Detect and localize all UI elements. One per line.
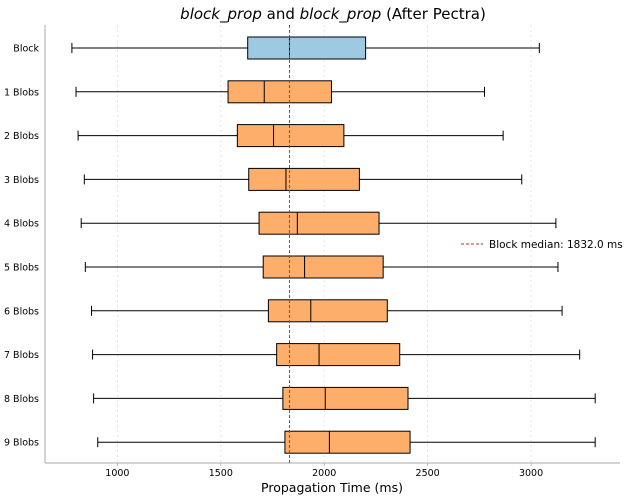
- chart-title: block_prop and block_prop (After Pectra): [180, 5, 486, 24]
- box-block: [71, 36, 540, 60]
- iqr-box: [248, 167, 360, 191]
- iqr-box: [227, 80, 332, 104]
- iqr-box: [236, 124, 345, 148]
- iqr-box: [262, 255, 384, 279]
- legend-label: Block median: 1832.0 ms: [489, 239, 623, 251]
- title-part-3: (After Pectra): [381, 5, 486, 23]
- y-tick-label: Block: [13, 44, 39, 55]
- y-tick-label: 6 Blobs: [4, 306, 39, 317]
- boxes: [71, 36, 596, 454]
- y-tick-label: 4 Blobs: [4, 219, 39, 230]
- box-9-blobs: [97, 430, 596, 454]
- y-tick-label: 3 Blobs: [4, 175, 39, 186]
- box-4-blobs: [80, 211, 557, 235]
- y-tick-label: 1 Blobs: [4, 87, 39, 98]
- iqr-box: [284, 430, 411, 454]
- box-6-blobs: [91, 299, 563, 323]
- iqr-box: [282, 386, 409, 410]
- iqr-box: [276, 343, 401, 367]
- y-ticks: Block 1 Blobs 2 Blobs 3 Blobs 4 Blobs 5 Blobs…: [4, 44, 40, 449]
- iqr-box: [267, 299, 388, 323]
- title-part-2: block_prop: [300, 5, 382, 24]
- title-part-0: block_prop: [180, 5, 262, 24]
- y-tick-label: 8 Blobs: [4, 394, 39, 405]
- box-3-blobs: [83, 167, 523, 191]
- title-part-1: and: [262, 5, 300, 23]
- x-tick-label: 3000: [519, 468, 543, 479]
- x-tick-label: 2500: [416, 468, 440, 479]
- legend: Block median: 1832.0 ms: [461, 239, 623, 251]
- box-8-blobs: [93, 386, 596, 410]
- x-tick-label: 2000: [312, 468, 336, 479]
- x-tick-label: 1500: [209, 468, 233, 479]
- x-axis-label: Propagation Time (ms): [261, 480, 403, 495]
- iqr-box: [258, 211, 380, 235]
- box-5-blobs: [84, 255, 559, 279]
- y-tick-label: 7 Blobs: [4, 350, 39, 361]
- x-tick-label: 1000: [105, 468, 129, 479]
- box-7-blobs: [92, 343, 581, 367]
- x-ticks: 1000 1500 2000 2500 3000: [105, 463, 543, 479]
- iqr-box: [247, 36, 367, 60]
- y-tick-label: 9 Blobs: [4, 438, 39, 449]
- axes: [44, 25, 620, 464]
- y-tick-label: 5 Blobs: [4, 263, 39, 274]
- box-1-blobs: [75, 80, 486, 104]
- y-tick-label: 2 Blobs: [4, 131, 39, 142]
- box-2-blobs: [77, 124, 504, 148]
